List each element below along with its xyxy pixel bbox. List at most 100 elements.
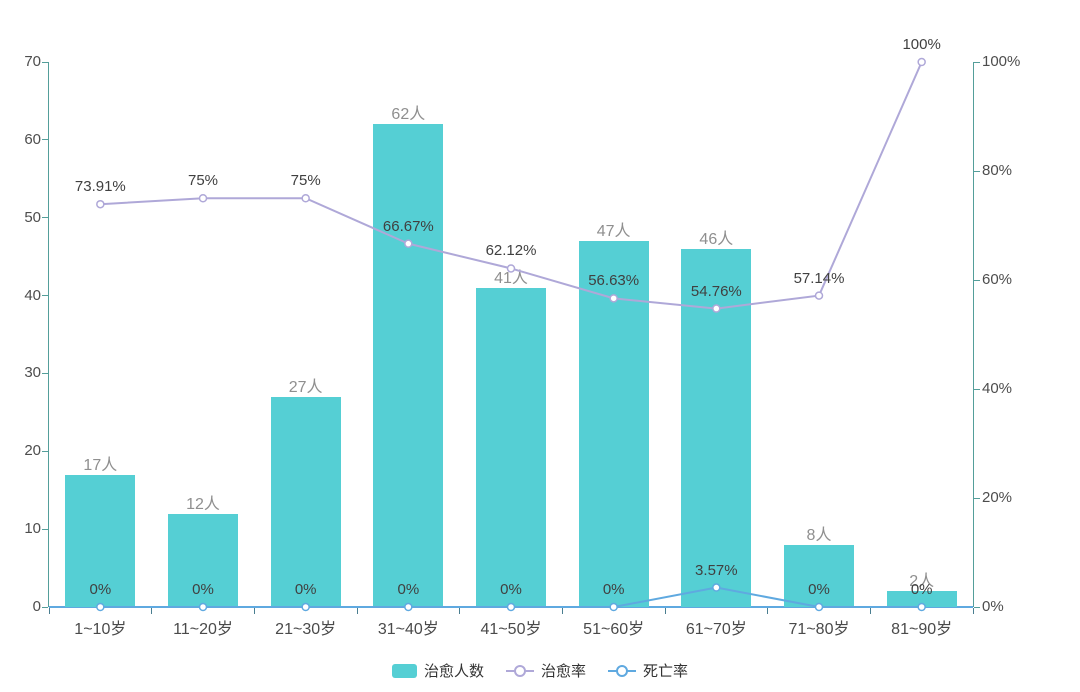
死亡率-point-label: 0% (910, 581, 933, 598)
死亡率-point-41~50岁[interactable] (506, 602, 516, 612)
x-axis-category-label: 81~90岁 (891, 621, 953, 638)
bar-31~40岁[interactable] (373, 124, 444, 607)
治愈率-point-81~90岁[interactable] (917, 57, 926, 67)
left-axis-tick-label: 20 (24, 442, 41, 460)
bar-21~30岁[interactable] (270, 396, 341, 607)
x-axis-category-label: 1~10岁 (74, 621, 127, 638)
bar-value-label: 62人 (391, 106, 426, 124)
right-axis-tick-label: 40% (982, 380, 1013, 397)
治愈率-point-label: 75% (187, 172, 219, 190)
bar-1~10岁[interactable] (65, 474, 136, 607)
x-axis-tick (356, 608, 358, 614)
治愈率-point-21~30岁[interactable] (301, 194, 310, 203)
legend-item-cured-count[interactable]: 治愈人数 (391, 660, 484, 681)
死亡率-point-label: 0% (500, 581, 522, 598)
x-axis-tick (664, 608, 666, 614)
死亡率-point-label: 0% (808, 581, 830, 598)
chart-legend: 治愈人数 治愈率 死亡率 (0, 660, 1080, 681)
right-axis-tick (974, 170, 980, 172)
x-axis-category-label: 21~30岁 (275, 621, 337, 638)
legend-label-cured-count: 治愈人数 (423, 663, 484, 680)
x-axis-category-label: 61~70岁 (685, 621, 747, 638)
bar-value-label: 17人 (83, 456, 118, 474)
死亡率-point-81~90岁[interactable] (917, 602, 926, 612)
死亡率-point-label: 0% (602, 581, 625, 598)
left-axis-tick (42, 450, 48, 452)
死亡率-point-71~80岁[interactable] (814, 602, 824, 612)
legend-item-cure-rate[interactable]: 治愈率 (505, 660, 586, 681)
bar-value-label: 8人 (806, 526, 832, 544)
治愈率-point-label: 54.76% (690, 282, 742, 300)
x-axis-tick (151, 608, 153, 614)
left-axis-tick (42, 372, 48, 374)
死亡率-point-1~10岁[interactable] (96, 602, 105, 612)
死亡率-point-label: 3.57% (695, 561, 738, 579)
right-axis-tick-label: 80% (982, 162, 1013, 179)
line-marker-icon (505, 664, 534, 678)
left-axis-tick-label: 10 (24, 520, 41, 538)
left-axis-tick-label: 50 (24, 208, 41, 226)
left-axis-tick (42, 606, 48, 608)
治愈率-point-11~20岁[interactable] (198, 194, 208, 203)
治愈率-point-label: 56.63% (588, 272, 640, 290)
治愈率-point-41~50岁[interactable] (506, 264, 516, 273)
bar-value-label: 27人 (288, 378, 323, 396)
x-axis-category-label: 31~40岁 (377, 621, 439, 638)
left-axis-tick (42, 217, 48, 219)
死亡率-point-label: 0% (397, 581, 420, 598)
bar-value-label: 46人 (699, 230, 734, 248)
死亡率-point-11~20岁[interactable] (198, 602, 208, 612)
治愈率-point-1~10岁[interactable] (96, 199, 105, 209)
治愈率-point-61~70岁[interactable] (712, 304, 721, 313)
left-y-axis-line (48, 62, 49, 607)
left-axis-tick-label: 30 (24, 364, 41, 382)
left-axis-tick (42, 295, 48, 297)
x-axis-tick (253, 608, 255, 614)
legend-item-death-rate[interactable]: 死亡率 (608, 660, 688, 681)
right-axis-tick-label: 60% (982, 271, 1013, 288)
left-axis-tick-label: 0 (32, 598, 41, 615)
x-axis-tick (767, 608, 769, 614)
right-axis-tick-label: 20% (982, 489, 1013, 506)
死亡率-point-51~60岁[interactable] (609, 602, 618, 612)
bar-swatch-icon (391, 663, 417, 678)
死亡率-point-21~30岁[interactable] (301, 602, 310, 612)
right-axis-tick (974, 61, 980, 63)
right-y-axis-line (973, 62, 974, 607)
legend-label-death-rate: 死亡率 (643, 663, 689, 680)
bar-value-label: 41人 (494, 269, 528, 287)
死亡率-point-label: 0% (192, 581, 214, 598)
right-axis-tick (974, 497, 980, 499)
x-axis-category-label: 41~50岁 (480, 621, 542, 638)
死亡率-point-label: 0% (89, 581, 112, 598)
bar-value-label: 47人 (596, 223, 631, 241)
x-axis-category-label: 11~20岁 (173, 621, 233, 638)
治愈率-point-label: 57.14% (793, 269, 845, 287)
bar-81~90岁[interactable] (886, 591, 957, 607)
治愈率-point-label: 75% (290, 172, 321, 190)
治愈率-point-31~40岁[interactable] (404, 239, 413, 248)
bar-value-label: 12人 (186, 495, 220, 513)
x-axis-category-label: 71~80岁 (788, 621, 850, 638)
bar-71~80岁[interactable] (784, 544, 854, 607)
x-axis-tick (48, 608, 50, 614)
right-axis-tick (974, 606, 980, 608)
死亡率-point-31~40岁[interactable] (404, 602, 413, 612)
bar-11~20岁[interactable] (168, 513, 238, 607)
x-axis-tick (869, 608, 871, 614)
治愈率-point-label: 66.67% (382, 217, 434, 235)
left-axis-tick (42, 139, 48, 141)
治愈率-point-71~80岁[interactable] (814, 291, 824, 300)
治愈率-point-51~60岁[interactable] (609, 294, 618, 303)
left-axis-tick (42, 61, 48, 63)
bar-41~50岁[interactable] (476, 287, 546, 607)
left-axis-tick (42, 528, 48, 530)
死亡率-point-61~70岁[interactable] (712, 583, 721, 592)
x-axis-tick (561, 608, 563, 614)
line-marker-icon (608, 664, 636, 678)
治愈率-point-label: 73.91% (74, 178, 126, 196)
x-axis-tick (972, 608, 974, 614)
